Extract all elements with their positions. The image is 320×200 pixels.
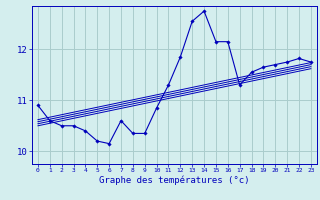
- X-axis label: Graphe des températures (°c): Graphe des températures (°c): [99, 176, 250, 185]
